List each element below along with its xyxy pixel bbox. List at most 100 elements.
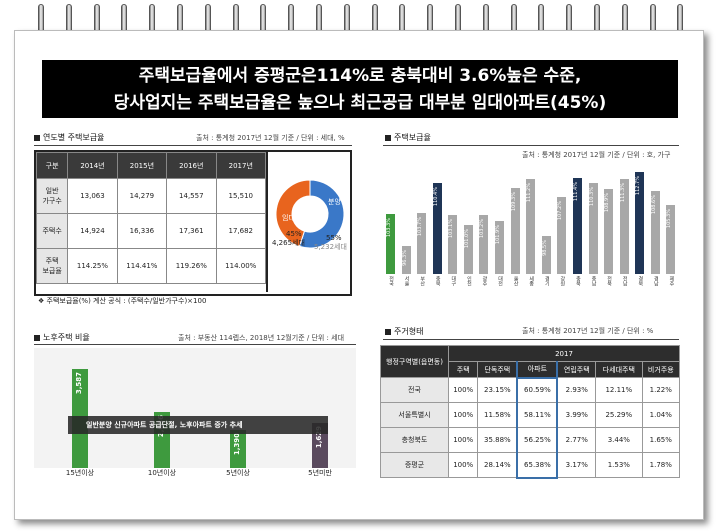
bar: 101.0% bbox=[463, 224, 473, 274]
bar-value-label: 108.9% bbox=[604, 193, 611, 213]
panel2-title: 주택보급율 bbox=[385, 132, 431, 143]
bar: 111.3% bbox=[619, 178, 629, 274]
table-cell: 28.14% bbox=[477, 452, 518, 478]
bar-value-label: 110.3% bbox=[588, 187, 595, 207]
row-header-cell: 행정구역별(읍면동) bbox=[380, 345, 449, 378]
table-cell: 58.11% bbox=[516, 402, 559, 428]
panel3-title: 노후주택 비율 bbox=[34, 332, 90, 343]
panel3-source: 출처 : 부동산 114렙스, 2018년 12월기준 / 단위 : 세대 bbox=[178, 334, 345, 342]
row-label-cell: 일반 가구수 bbox=[35, 178, 69, 214]
category-label: 울산 bbox=[512, 276, 519, 286]
bar-value-label: 3,587 bbox=[75, 372, 83, 395]
table-header-cell: 다세대주택 bbox=[595, 361, 643, 378]
donut-label-sale: 분양 bbox=[328, 198, 341, 206]
category-label: 5년미만 bbox=[308, 469, 332, 477]
table-cell: 15,510 bbox=[215, 178, 267, 214]
table-cell: 100% bbox=[447, 452, 479, 478]
bar: 1,390 bbox=[230, 429, 246, 468]
bar: 103.7% bbox=[417, 212, 427, 274]
panel3-title-text: 노후주택 비율 bbox=[43, 333, 90, 342]
category-label: 충남 bbox=[590, 276, 597, 286]
bar-value-label: 108.6% bbox=[650, 194, 657, 214]
bar-value-label: 1,390 bbox=[233, 432, 241, 455]
bar-value-label: 103.3% bbox=[386, 218, 392, 238]
table-header-cell: 2016년 bbox=[166, 152, 217, 179]
table-cell: 1.65% bbox=[641, 427, 681, 453]
bar: 1,629 bbox=[312, 423, 328, 468]
bar: 105.3% bbox=[666, 205, 676, 274]
bar-value-label: 96.3% bbox=[401, 249, 408, 266]
panel1-source: 출처 : 통계청 2017년 12월 기준 / 단위 : 세대, % bbox=[196, 134, 345, 142]
bar-value-label: 112.7% bbox=[635, 176, 642, 196]
table-cell: 3.99% bbox=[556, 402, 597, 428]
table-cell: 56.25% bbox=[516, 427, 559, 453]
category-label: 충북 bbox=[434, 276, 441, 286]
bar-value-label: 110.4% bbox=[432, 186, 439, 206]
panel2-rule bbox=[383, 145, 679, 146]
bullet-icon bbox=[34, 334, 40, 341]
category-label: 전남 bbox=[621, 276, 628, 286]
row-label-cell: 충청북도 bbox=[380, 427, 449, 453]
table-cell: 17,682 bbox=[215, 213, 267, 249]
bar-value-label: 105.3% bbox=[666, 209, 673, 229]
table-cell: 25.29% bbox=[595, 402, 643, 428]
bar: 111.4% bbox=[572, 178, 582, 274]
table-header-cell: 2017년 bbox=[215, 152, 267, 179]
table-cell: 100% bbox=[447, 427, 479, 453]
category-label: 5년이상 bbox=[226, 469, 250, 477]
table-cell: 11.58% bbox=[477, 402, 518, 428]
table-cell: 3.44% bbox=[595, 427, 643, 453]
category-label: 전국 bbox=[388, 276, 394, 286]
table-cell: 3.17% bbox=[556, 452, 597, 478]
bar: 112.7% bbox=[635, 172, 645, 274]
table-cell: 119.26% bbox=[166, 248, 217, 284]
table-cell: 65.38% bbox=[516, 452, 559, 479]
panel3-rule bbox=[34, 344, 356, 345]
bullet-icon bbox=[34, 134, 40, 141]
table-header-cell: 단독주택 bbox=[477, 361, 518, 378]
table-cell: 14,279 bbox=[116, 178, 168, 214]
table-row: 주택 보급율 114.25% 114.41% 119.26% 114.00% bbox=[35, 248, 267, 284]
table-header-cell: 비거주용 bbox=[641, 361, 681, 378]
category-label: 대전 bbox=[497, 276, 504, 286]
category-label: 광주 bbox=[481, 276, 488, 286]
bar-value-label: 103.1% bbox=[448, 219, 455, 239]
donut-label-rent: 임대 bbox=[282, 214, 295, 222]
bar-value-label: 111.3% bbox=[619, 182, 626, 202]
donut-rent-count: 4,265세대 bbox=[272, 238, 305, 247]
spiral-binding bbox=[0, 0, 720, 42]
panel2-source: 출처 : 통계청 2017년 12월 기준 / 단위 : 호, 가구 bbox=[522, 151, 671, 159]
table-cell: 114.25% bbox=[67, 248, 118, 284]
bar-value-label: 109.3% bbox=[510, 191, 517, 211]
table-cell: 1.22% bbox=[641, 377, 681, 403]
bar-value-label: 107.2% bbox=[557, 200, 564, 221]
year-header-cell: 2017 bbox=[448, 345, 680, 362]
table-cell: 23.15% bbox=[477, 377, 518, 403]
table-cell: 1.53% bbox=[595, 452, 643, 478]
table-cell: 2.93% bbox=[556, 377, 597, 403]
bullet-icon bbox=[385, 328, 391, 335]
row-label-cell: 주택 보급율 bbox=[35, 248, 69, 284]
category-label: 부산 bbox=[419, 276, 426, 286]
donut-slice-sale bbox=[298, 179, 345, 249]
category-label: 경북 bbox=[637, 276, 644, 286]
donut-chart-box: 분양 임대 45% 4,265세대 55% 5,232세대 bbox=[266, 152, 350, 292]
category-label: 강원 bbox=[559, 276, 566, 286]
category-label: 서울 bbox=[403, 276, 410, 286]
table-row: 일반 가구수 13,063 14,279 14,557 15,510 bbox=[35, 178, 267, 214]
panel4-title: 주거형태 bbox=[385, 326, 423, 337]
bar: 107.2% bbox=[557, 196, 567, 274]
table-cell: 100% bbox=[447, 377, 479, 403]
category-label: 전북 bbox=[606, 276, 613, 286]
panel1-table-frame bbox=[34, 150, 352, 296]
bar-value-label: 101.9% bbox=[495, 224, 502, 244]
table-header-cell: 연립주택 bbox=[556, 361, 597, 378]
panel2-title-text: 주택보급율 bbox=[394, 133, 431, 142]
housing-type-table: 행정구역별(읍면동) 2017 주택 단독주택 아파트 연립주택 다세대주택 비거주용 전… bbox=[380, 345, 681, 479]
housing-rate-bar-chart: 103.3% 전국 96.3% 서울 103.7% 부산 110.4% 충북 103.1% 대구 1… bbox=[383, 156, 679, 296]
table-cell: 35.88% bbox=[477, 427, 518, 453]
bar: 103.3% bbox=[386, 214, 395, 274]
headline-banner: 주택보급율에서 증평군은114%로 충북대비 3.6%높은 수준, 당사업지는 … bbox=[42, 60, 678, 118]
